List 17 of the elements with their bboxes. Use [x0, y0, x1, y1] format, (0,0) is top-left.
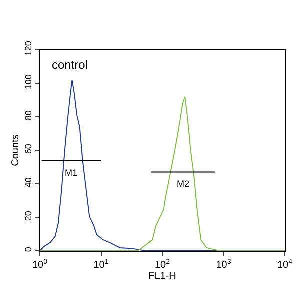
y-tick-label: 120 — [23, 41, 34, 56]
y-tick-label: 0 — [23, 247, 34, 252]
y-tick-label: 20 — [23, 211, 34, 222]
y-tick-label: 80 — [23, 110, 34, 121]
x-tick-label: 10$^{4}$ — [277, 258, 293, 271]
y-tick-label: 40 — [23, 178, 34, 188]
y-axis-title: Counts — [10, 134, 22, 166]
x-tick-label: 10$^{2}$ — [154, 258, 170, 271]
y-tick-label: 100 — [23, 74, 34, 90]
annotation: M1 — [65, 168, 78, 178]
x-axis-title: FL1-H — [148, 271, 176, 282]
x-tick-label: 10$^{0}$ — [32, 258, 48, 271]
x-tick-label: 10$^{3}$ — [216, 258, 232, 271]
y-tick-label: 60 — [23, 144, 34, 154]
annotation: control — [52, 58, 88, 72]
x-tick-label: 10$^{1}$ — [94, 258, 109, 271]
annotation: M2 — [177, 179, 190, 189]
